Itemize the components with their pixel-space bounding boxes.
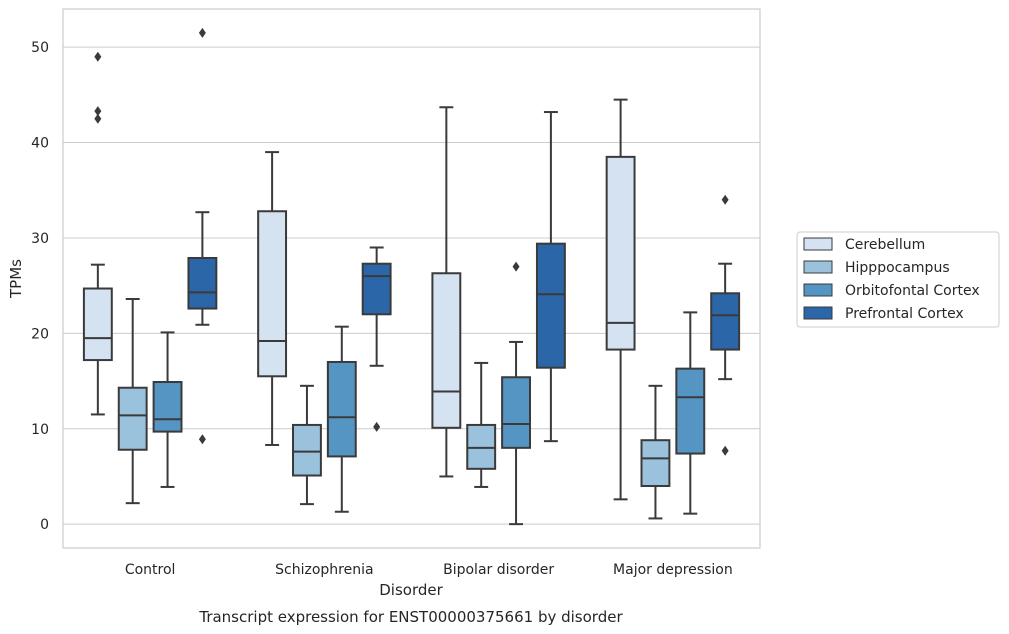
box-orbitofontal-cortex <box>501 261 531 526</box>
box-orbitofontal-cortex <box>326 325 357 513</box>
legend-label: Prefrontal Cortex <box>845 306 964 322</box>
x-axis-label: Disorder <box>379 581 443 599</box>
outlier-point <box>198 434 206 445</box>
outlier-point <box>721 194 729 205</box>
box-hipppocampus <box>292 384 322 506</box>
box-body <box>675 367 706 455</box>
box-body <box>431 272 462 429</box>
box-body <box>640 439 671 487</box>
box-body <box>501 376 531 449</box>
box-cerebellum <box>82 51 113 416</box>
legend-swatch <box>803 260 833 274</box>
box-body <box>117 386 148 451</box>
legend-label: Hipppocampus <box>845 260 950 276</box>
box-body <box>152 381 183 433</box>
box-prefrontal-cortex <box>710 194 741 456</box>
x-tick-label: Schizophrenia <box>275 562 373 578</box>
legend-label: Cerebellum <box>845 237 925 253</box>
outlier-point <box>94 106 102 117</box>
y-tick-label: 20 <box>31 326 49 342</box>
box-prefrontal-cortex <box>535 111 566 443</box>
outlier-point <box>198 27 206 38</box>
plot-frame <box>62 8 761 549</box>
x-tick-label: Bipolar disorder <box>443 562 554 578</box>
box-prefrontal-cortex <box>187 27 218 445</box>
y-axis-label: TPMs <box>7 259 25 299</box>
y-tick-label: 0 <box>40 517 49 533</box>
outlier-point <box>721 445 729 456</box>
chart-caption: Transcript expression for ENST0000037566… <box>198 608 623 626</box>
legend-swatch <box>803 306 833 320</box>
box-body <box>605 155 636 351</box>
legend-frame <box>796 231 1000 328</box>
outlier-point <box>94 113 102 124</box>
box-body <box>326 360 357 458</box>
legend-swatch <box>803 237 833 251</box>
box-hipppocampus <box>117 298 148 505</box>
box-body <box>292 423 322 477</box>
outlier-point <box>94 51 102 62</box>
box-orbitofontal-cortex <box>675 311 706 515</box>
y-tick-label: 40 <box>31 136 49 152</box>
y-tick-label: 30 <box>31 231 49 247</box>
box-prefrontal-cortex <box>361 246 392 432</box>
outlier-point <box>512 261 520 272</box>
box-body <box>187 256 218 310</box>
y-tick-labels: 0 10 20 30 40 50 <box>31 40 49 533</box>
x-tick-labels: Control Schizophrenia Bipolar disorder Majo… <box>125 562 733 578</box>
x-tick-label: Major depression <box>613 562 733 578</box>
box-body <box>257 210 288 378</box>
box-body <box>361 262 392 316</box>
box-hipppocampus <box>640 384 671 520</box>
boxes-layer <box>82 27 741 526</box>
legend: Cerebellum Hipppocampus Orbitofontal Corte… <box>796 231 1000 328</box>
box-orbitofontal-cortex <box>152 331 183 488</box>
box-body <box>710 292 741 351</box>
box-hipppocampus <box>466 361 497 488</box>
legend-label: Orbitofontal Cortex <box>845 283 980 299</box>
box-cerebellum <box>257 151 288 446</box>
outlier-point <box>373 421 381 432</box>
box-body <box>535 242 566 369</box>
x-tick-label: Control <box>125 562 176 578</box>
box-body <box>82 287 113 362</box>
y-tick-label: 50 <box>31 40 49 56</box>
y-tick-label: 10 <box>31 422 49 438</box>
legend-swatch <box>803 283 833 297</box>
box-cerebellum <box>605 98 636 501</box>
box-cerebellum <box>431 106 462 478</box>
